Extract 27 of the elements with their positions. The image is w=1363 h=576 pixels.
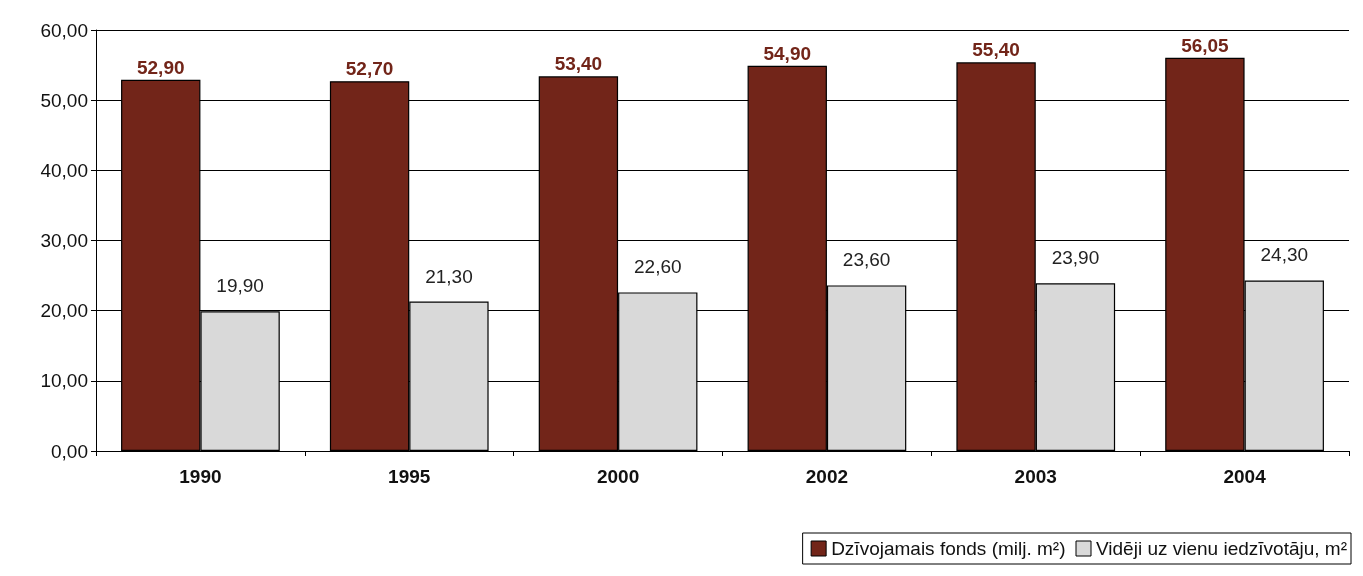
x-tick-label: 1990 (179, 466, 222, 487)
legend-label: Dzīvojamais fonds (milj. m²) (831, 538, 1066, 559)
data-label: 55,40 (972, 39, 1020, 61)
data-label: 53,40 (554, 53, 603, 75)
y-tick-label: 50,00 (40, 89, 88, 111)
y-tick-label: 10,00 (40, 370, 88, 392)
data-label: 56,05 (1181, 34, 1230, 56)
data-label: 52,90 (136, 56, 185, 78)
y-tick-label: 20,00 (40, 300, 88, 322)
data-label: 19,90 (216, 275, 264, 297)
data-label: 52,70 (345, 58, 394, 80)
x-tick-label: 2004 (1223, 466, 1267, 487)
data-label: 23,90 (1051, 247, 1100, 269)
data-label: 24,30 (1260, 244, 1309, 266)
y-tick-label: 60,00 (40, 19, 88, 41)
data-label: 22,60 (633, 256, 682, 278)
y-tick-label: 40,00 (40, 159, 88, 181)
x-tick-label: 2002 (805, 466, 849, 487)
data-label: 54,90 (763, 42, 812, 64)
data-label: 23,60 (842, 249, 891, 271)
y-tick-label: 0,00 (51, 440, 88, 462)
legend-label: Vidēji uz vienu iedzīvotāju, m² (1096, 538, 1347, 559)
y-tick-label: 30,00 (40, 230, 88, 251)
x-tick-label: 2000 (596, 466, 640, 487)
x-tick-label: 1995 (388, 466, 431, 487)
x-tick-label: 2003 (1014, 466, 1057, 487)
data-label: 21,30 (425, 265, 473, 287)
